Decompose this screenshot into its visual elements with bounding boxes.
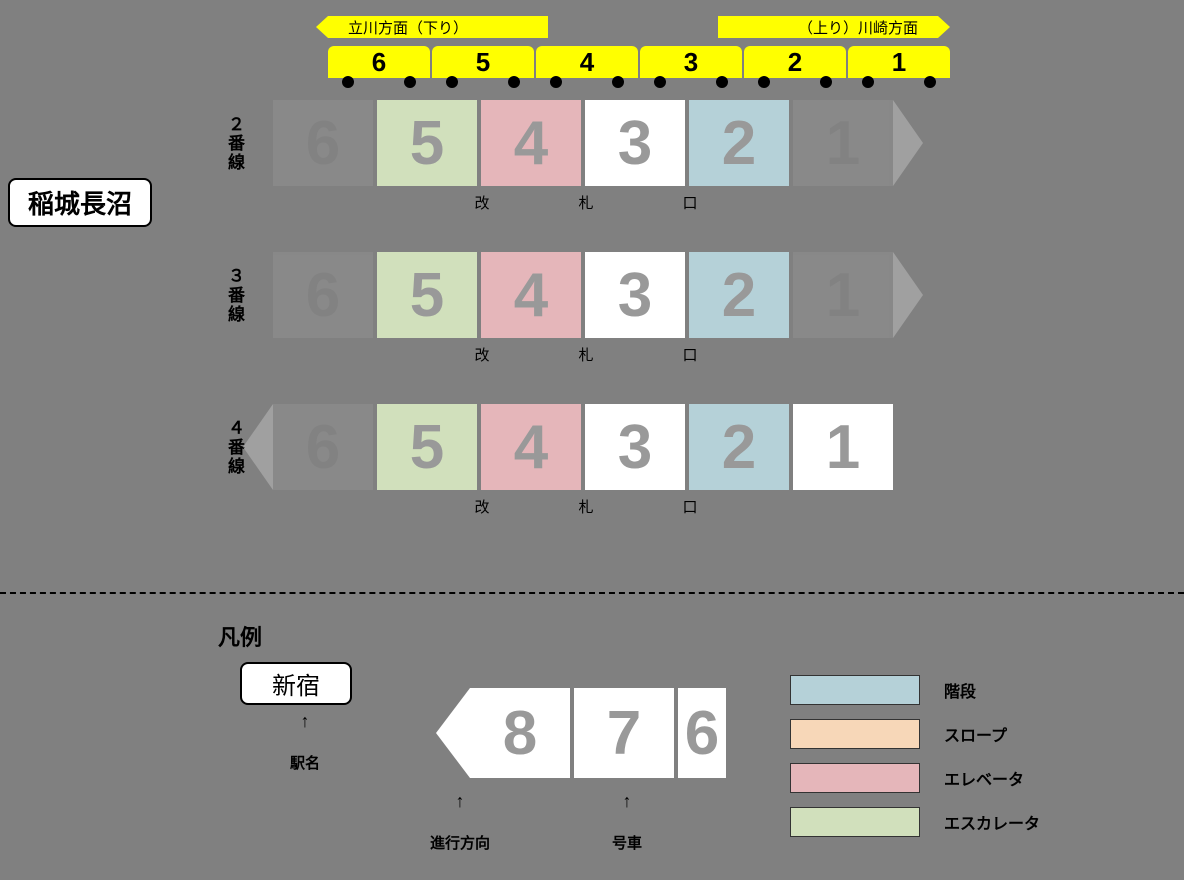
legend-swatch: エスカレータ xyxy=(790,807,1040,837)
direction-arrow-icon xyxy=(893,100,923,186)
swatch-label: エレベータ xyxy=(944,766,1024,790)
legend-station-box: 新宿 xyxy=(240,662,352,705)
gate-char: 改 xyxy=(430,496,534,517)
car-ruler: 654321 xyxy=(328,46,952,78)
ruler-car: 4 xyxy=(536,46,638,78)
legend-swatch: エレベータ xyxy=(790,763,1040,793)
gate-char: 札 xyxy=(534,192,638,213)
car-box: 3 xyxy=(585,404,685,490)
car-box: 5 xyxy=(377,252,477,338)
car-box: 4 xyxy=(481,100,581,186)
platform-label: ２番線 xyxy=(222,115,247,172)
gate-char: 札 xyxy=(534,496,638,517)
car-box: 1 xyxy=(793,252,893,338)
swatch-label: エスカレータ xyxy=(944,810,1040,834)
direction-banners: 立川方面（下り） （上り）川崎方面 xyxy=(328,16,938,38)
legend-car-box: 6 xyxy=(678,688,726,778)
legend-car-box: 8 xyxy=(470,688,570,778)
direction-right: （上り）川崎方面 xyxy=(718,16,938,38)
car-box: 5 xyxy=(377,404,477,490)
platform-label: ３番線 xyxy=(222,267,247,324)
legend-cars: 876 xyxy=(470,688,726,778)
section-divider xyxy=(0,592,1184,594)
legend-swatch: スロープ xyxy=(790,719,1040,749)
gate-char: 改 xyxy=(430,192,534,213)
legend-station-hint: 駅名 xyxy=(290,752,320,773)
legend-direction-pointer: ↑ 進行方向 xyxy=(430,792,490,853)
legend-title: 凡例 xyxy=(218,620,262,652)
car-box: 5 xyxy=(377,100,477,186)
swatch-label: 階段 xyxy=(944,678,976,702)
platform-row: ４番線654321 xyxy=(222,404,893,490)
arrow-up-icon: ↑ xyxy=(301,712,310,730)
car-strip: 654321 xyxy=(273,404,893,490)
gate-labels: 改札口 xyxy=(430,496,742,517)
gate-labels: 改札口 xyxy=(430,344,742,365)
gate-char: 口 xyxy=(638,344,742,365)
legend-car-hint: 号車 xyxy=(612,832,642,853)
swatch-label: スロープ xyxy=(944,722,1007,746)
legend-direction-arrow xyxy=(436,688,470,778)
car-box: 2 xyxy=(689,252,789,338)
car-box: 1 xyxy=(793,100,893,186)
ruler-car: 3 xyxy=(640,46,742,78)
arrow-up-icon: ↑ xyxy=(623,792,632,810)
swatch-color xyxy=(790,763,920,793)
gate-char: 口 xyxy=(638,496,742,517)
legend-swatch: 階段 xyxy=(790,675,1040,705)
direction-arrow-icon xyxy=(893,252,923,338)
car-box: 6 xyxy=(273,100,373,186)
car-box: 3 xyxy=(585,252,685,338)
direction-left: 立川方面（下り） xyxy=(328,16,548,38)
ruler-car: 1 xyxy=(848,46,950,78)
station-name-label: 稲城長沼 xyxy=(8,178,152,227)
ruler-car: 2 xyxy=(744,46,846,78)
platform-row: ２番線 654321 xyxy=(222,100,893,186)
legend-swatches: 階段スロープエレベータエスカレータ xyxy=(790,675,1040,851)
gate-char: 札 xyxy=(534,344,638,365)
car-box: 1 xyxy=(793,404,893,490)
legend-direction-hint: 進行方向 xyxy=(430,832,490,853)
gate-char: 改 xyxy=(430,344,534,365)
ruler-car: 6 xyxy=(328,46,430,78)
swatch-color xyxy=(790,719,920,749)
ruler-car: 5 xyxy=(432,46,534,78)
platform-row: ３番線 654321 xyxy=(222,252,893,338)
arrow-up-icon: ↑ xyxy=(456,792,465,810)
car-box: 6 xyxy=(273,404,373,490)
legend-car-pointer: ↑ 号車 xyxy=(612,792,642,853)
car-box: 4 xyxy=(481,252,581,338)
car-strip: 654321 xyxy=(273,252,893,338)
swatch-color xyxy=(790,675,920,705)
car-box: 2 xyxy=(689,100,789,186)
car-box: 4 xyxy=(481,404,581,490)
car-box: 2 xyxy=(689,404,789,490)
legend-station-pointer: ↑ 駅名 xyxy=(290,712,320,773)
swatch-color xyxy=(790,807,920,837)
car-strip: 654321 xyxy=(273,100,893,186)
car-box: 3 xyxy=(585,100,685,186)
car-box: 6 xyxy=(273,252,373,338)
gate-char: 口 xyxy=(638,192,742,213)
direction-arrow-icon xyxy=(243,404,273,490)
legend-car-box: 7 xyxy=(574,688,674,778)
gate-labels: 改札口 xyxy=(430,192,742,213)
